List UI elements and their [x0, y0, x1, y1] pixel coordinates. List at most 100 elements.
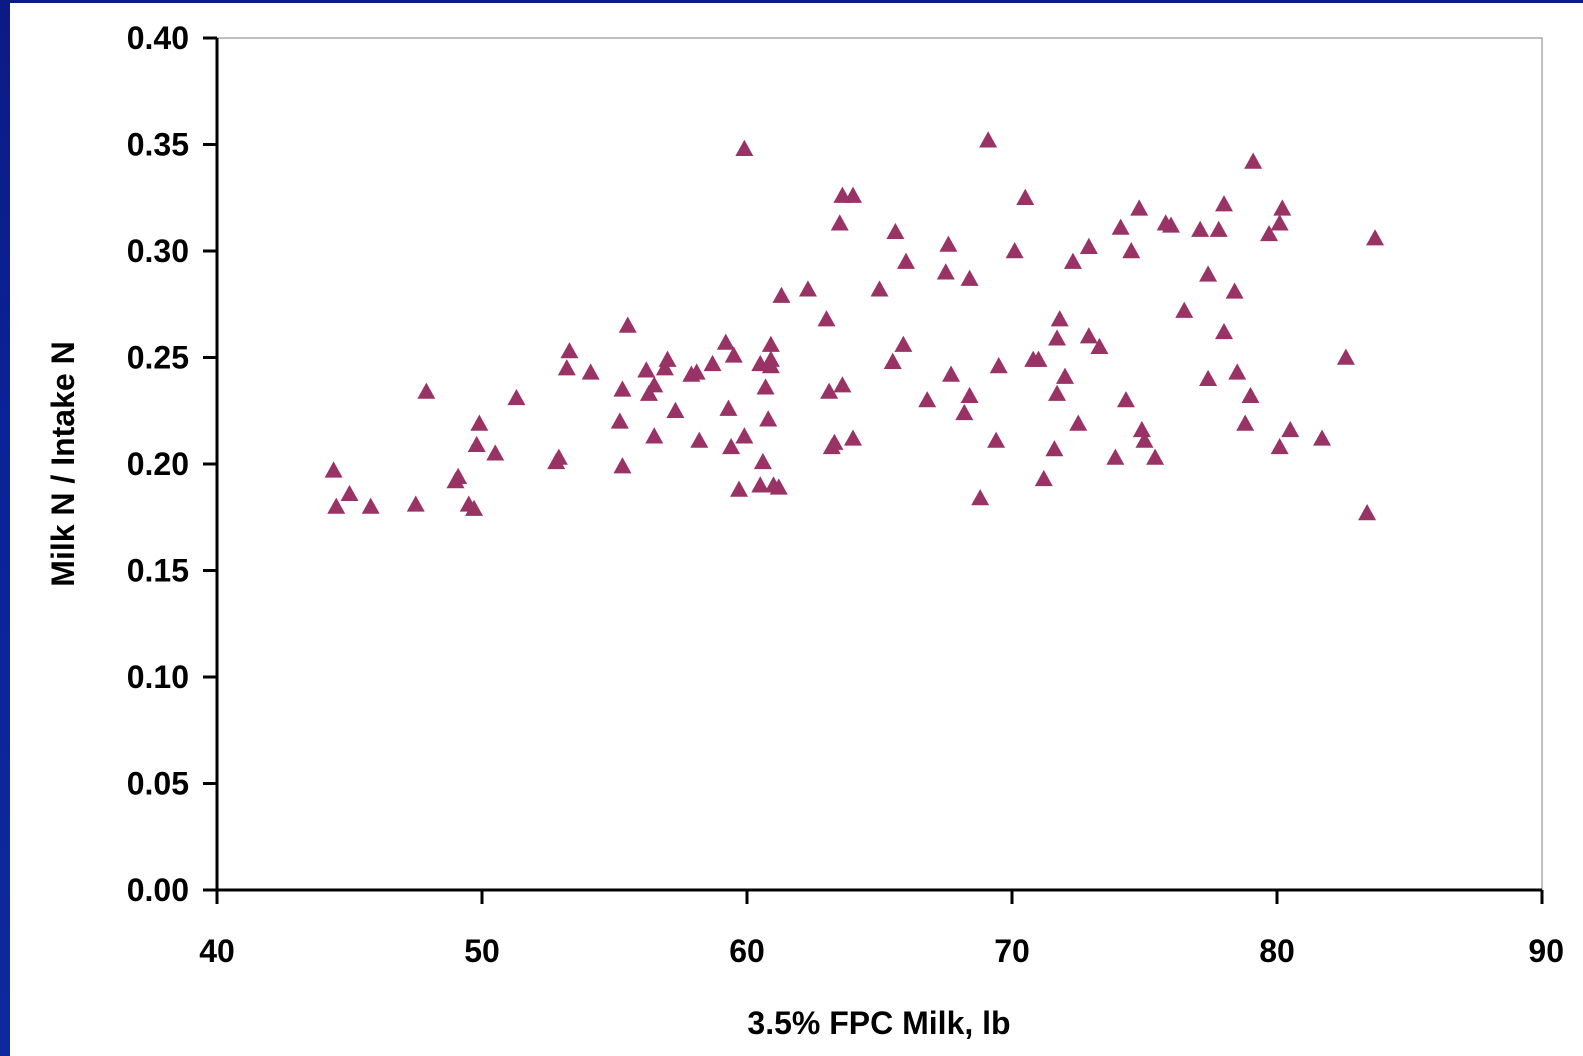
data-point [1146, 448, 1165, 465]
data-point [761, 350, 780, 367]
y-axis-title: Milk N / Intake N [45, 341, 81, 586]
data-point [820, 382, 839, 399]
tick-labels: 0.00 0.05 0.10 0.15 0.20 0.25 0.30 0.35 0.40 40 50… [127, 20, 1564, 969]
data-point [1045, 440, 1064, 457]
data-point [1111, 218, 1130, 235]
data-point [960, 386, 979, 404]
data-point [1366, 229, 1385, 246]
data-point [1270, 437, 1289, 455]
data-point [507, 388, 526, 406]
data-point [870, 280, 889, 297]
y-tick-label: 0.05 [127, 766, 189, 802]
y-tick-label: 0.40 [127, 20, 189, 56]
x-tick-label: 90 [1528, 933, 1564, 969]
data-point [666, 401, 685, 418]
data-point [751, 354, 770, 372]
data-point [690, 431, 709, 448]
data-point [897, 252, 915, 269]
y-tick-label: 0.25 [127, 340, 189, 376]
data-point [1336, 348, 1355, 365]
data-point [883, 352, 902, 369]
data-point [971, 489, 990, 506]
data-point [979, 131, 998, 148]
data-point [886, 222, 905, 240]
data-point [610, 412, 629, 429]
data-point [942, 365, 961, 382]
data-point [735, 427, 754, 444]
data-point [716, 333, 735, 350]
data-point [1069, 414, 1088, 431]
data-point [581, 363, 600, 380]
data-point [772, 286, 791, 303]
data-point [324, 461, 343, 478]
data-point [549, 448, 568, 465]
data-point [761, 335, 780, 352]
data-point [1048, 384, 1067, 401]
x-tick-label: 70 [994, 933, 1030, 969]
data-point [730, 480, 749, 497]
data-point [1281, 420, 1300, 438]
data-point [1005, 242, 1024, 259]
data-point [1079, 237, 1098, 254]
data-point [486, 444, 505, 461]
data-point [1016, 188, 1035, 205]
data-point [939, 235, 958, 252]
data-point [825, 433, 844, 450]
data-point [470, 414, 489, 431]
y-tick-label: 0.00 [127, 872, 189, 908]
data-point [1090, 337, 1109, 355]
data-point [751, 476, 770, 493]
data-point [655, 359, 674, 376]
data-point [1056, 367, 1074, 384]
data-point [465, 499, 484, 516]
y-tick-label: 0.20 [127, 446, 189, 482]
data-point [1048, 329, 1067, 346]
data-point [1358, 503, 1377, 521]
data-point [756, 378, 775, 395]
data-point [918, 391, 937, 408]
data-point [1135, 431, 1154, 448]
data-point [1191, 220, 1210, 237]
data-point [1122, 242, 1141, 259]
x-tick-label: 50 [464, 933, 500, 969]
data-point [844, 429, 862, 446]
data-point [798, 280, 817, 297]
data-point [1130, 199, 1149, 216]
data-point [844, 186, 862, 203]
data-point [703, 354, 722, 372]
data-point [833, 376, 852, 393]
data-point [417, 382, 436, 399]
data-point [1106, 448, 1125, 465]
x-axis-title: 3.5% FPC Milk, lb [747, 1005, 1010, 1041]
data-point [613, 380, 632, 397]
data-point [1209, 220, 1228, 237]
data-point [1215, 322, 1233, 340]
data-point [658, 350, 677, 367]
data-point [406, 495, 425, 512]
data-point [449, 467, 468, 484]
data-point [1241, 386, 1260, 404]
data-point [724, 346, 743, 363]
data-point [817, 310, 836, 327]
data-point [894, 335, 913, 352]
data-point [936, 263, 955, 280]
data-point [618, 316, 637, 333]
plot-area [216, 37, 1543, 891]
data-point [759, 410, 778, 427]
y-tick-label: 0.15 [127, 553, 189, 589]
data-point [955, 403, 974, 421]
data-points [324, 131, 1385, 521]
data-point [1162, 216, 1180, 233]
data-point [1116, 391, 1135, 408]
x-tick-label: 40 [199, 933, 235, 969]
data-point [830, 214, 849, 231]
data-point [1034, 469, 1053, 487]
data-point [639, 384, 658, 401]
data-point [467, 435, 486, 453]
data-point [1132, 420, 1151, 438]
data-point [1236, 414, 1255, 431]
data-point [719, 399, 738, 416]
data-point [645, 376, 664, 393]
y-tick-label: 0.10 [127, 659, 189, 695]
